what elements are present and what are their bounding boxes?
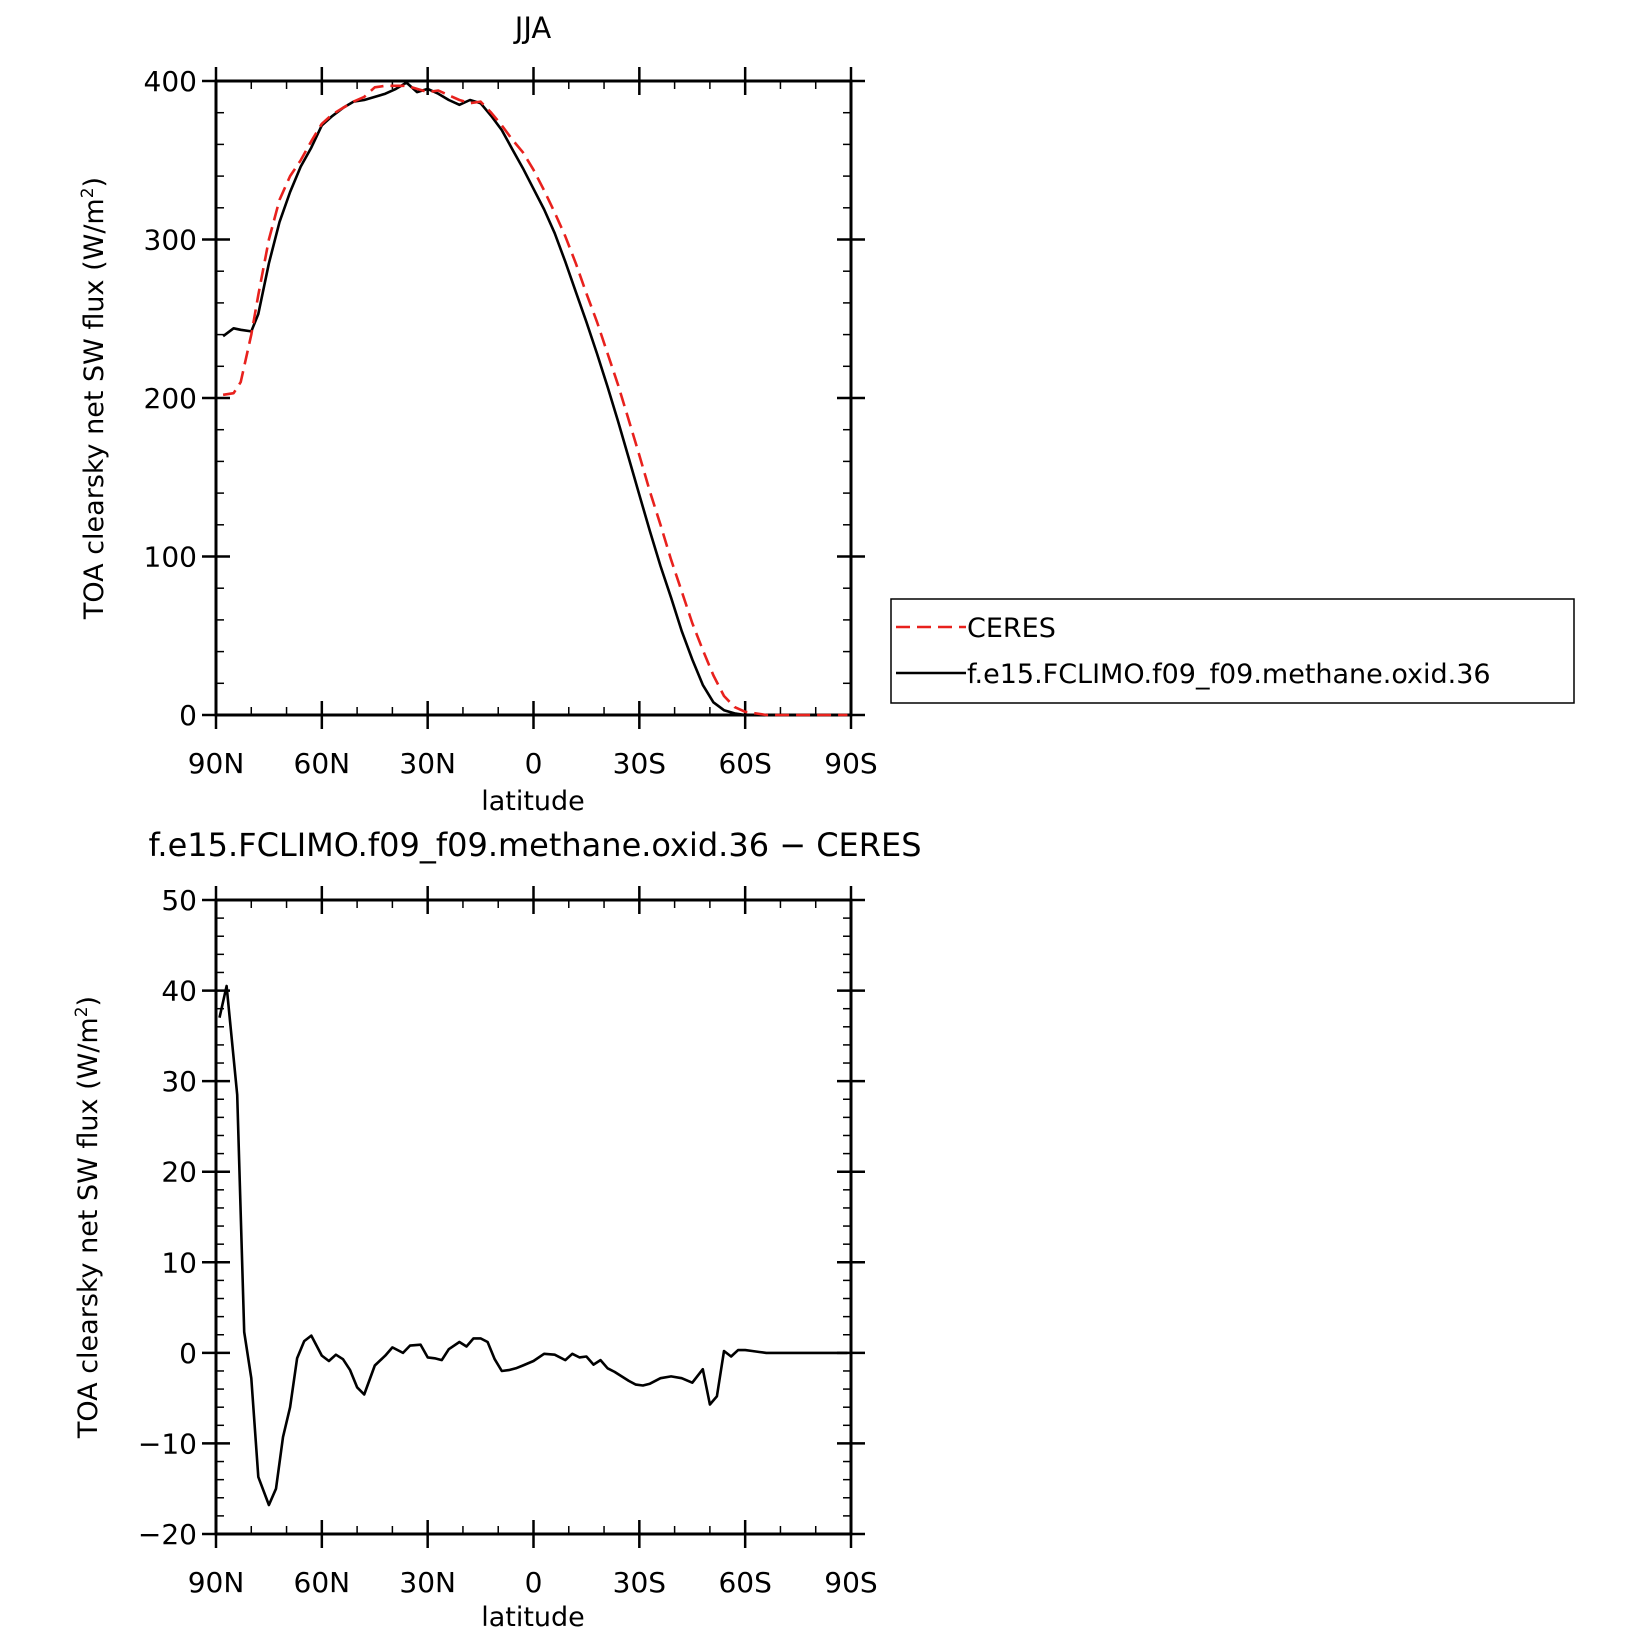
plot-frame xyxy=(214,79,853,717)
series-line-0 xyxy=(218,984,848,1507)
axis-ticks xyxy=(202,67,865,729)
y-axis-label: TOA clearsky net SW flux (W/m2) xyxy=(72,996,104,1439)
x-tick-label: 0 xyxy=(525,747,543,780)
y-tick-label: 200 xyxy=(144,382,197,415)
y-tick-label: −20 xyxy=(138,1518,197,1551)
chart-panel-bottom: f.e15.FCLIMO.f09_f09.methane.oxid.36 − C… xyxy=(72,826,922,1630)
y-axis-label: TOA clearsky net SW flux (W/m2) xyxy=(78,177,110,620)
legend-box xyxy=(890,598,1575,704)
x-tick-labels: 90N 60N 30N 0 30S 60S 90S xyxy=(188,747,878,780)
series-line-0 xyxy=(222,84,848,717)
x-tick-label: 30S xyxy=(613,747,666,780)
series-line-1 xyxy=(222,81,848,717)
y-tick-label: 400 xyxy=(144,65,197,98)
x-tick-label: 60N xyxy=(294,747,351,780)
y-tick-label: 300 xyxy=(144,224,197,257)
x-tick-labels: 90N 60N 30N 0 30S 60S 90S xyxy=(188,1566,878,1599)
y-tick-label: 40 xyxy=(161,975,197,1008)
x-tick-label: 90N xyxy=(188,1566,245,1599)
chart-title: JJA xyxy=(513,11,552,45)
x-tick-label: 30S xyxy=(613,1566,666,1599)
x-tick-label: 60S xyxy=(718,747,771,780)
series-group xyxy=(218,984,848,1507)
y-tick-label: 10 xyxy=(161,1246,197,1279)
y-tick-label: 30 xyxy=(161,1065,197,1098)
x-tick-label: 90S xyxy=(824,747,877,780)
x-tick-label: 0 xyxy=(525,1566,543,1599)
x-tick-label: 90N xyxy=(188,747,245,780)
y-tick-label: 0 xyxy=(179,699,197,732)
x-axis-label: latitude xyxy=(481,786,585,817)
y-tick-labels: 0 100 200 300 400 xyxy=(144,65,197,732)
y-tick-labels: −20 −10 0 10 20 30 40 50 xyxy=(138,884,197,1551)
x-tick-label: 90S xyxy=(824,1566,877,1599)
series-group xyxy=(222,81,848,717)
x-tick-label: 60N xyxy=(294,1566,351,1599)
x-tick-label: 60S xyxy=(718,1566,771,1599)
axis-ticks xyxy=(202,886,865,1548)
y-tick-label: −10 xyxy=(138,1427,197,1460)
x-tick-label: 30N xyxy=(399,747,456,780)
y-tick-label: 100 xyxy=(144,541,197,574)
y-tick-label: 50 xyxy=(161,884,197,917)
chart-title: f.e15.FCLIMO.f09_f09.methane.oxid.36 − C… xyxy=(148,826,921,864)
legend-label-model: f.e15.FCLIMO.f09_f09.methane.oxid.36 xyxy=(967,659,1491,690)
y-tick-label: 20 xyxy=(161,1156,197,1189)
chart-panel-top: JJA 0 100 200 300 400 90N 60N 30N 0 30S 60S 90S la… xyxy=(78,11,1575,817)
x-tick-label: 30N xyxy=(399,1566,456,1599)
y-tick-label: 0 xyxy=(179,1337,197,1370)
x-axis-label: latitude xyxy=(481,1602,585,1630)
plot-frame xyxy=(214,898,853,1536)
legend-label-ceres: CERES xyxy=(967,613,1056,644)
legend: CERES f.e15.FCLIMO.f09_f09.methane.oxid.… xyxy=(890,598,1575,704)
